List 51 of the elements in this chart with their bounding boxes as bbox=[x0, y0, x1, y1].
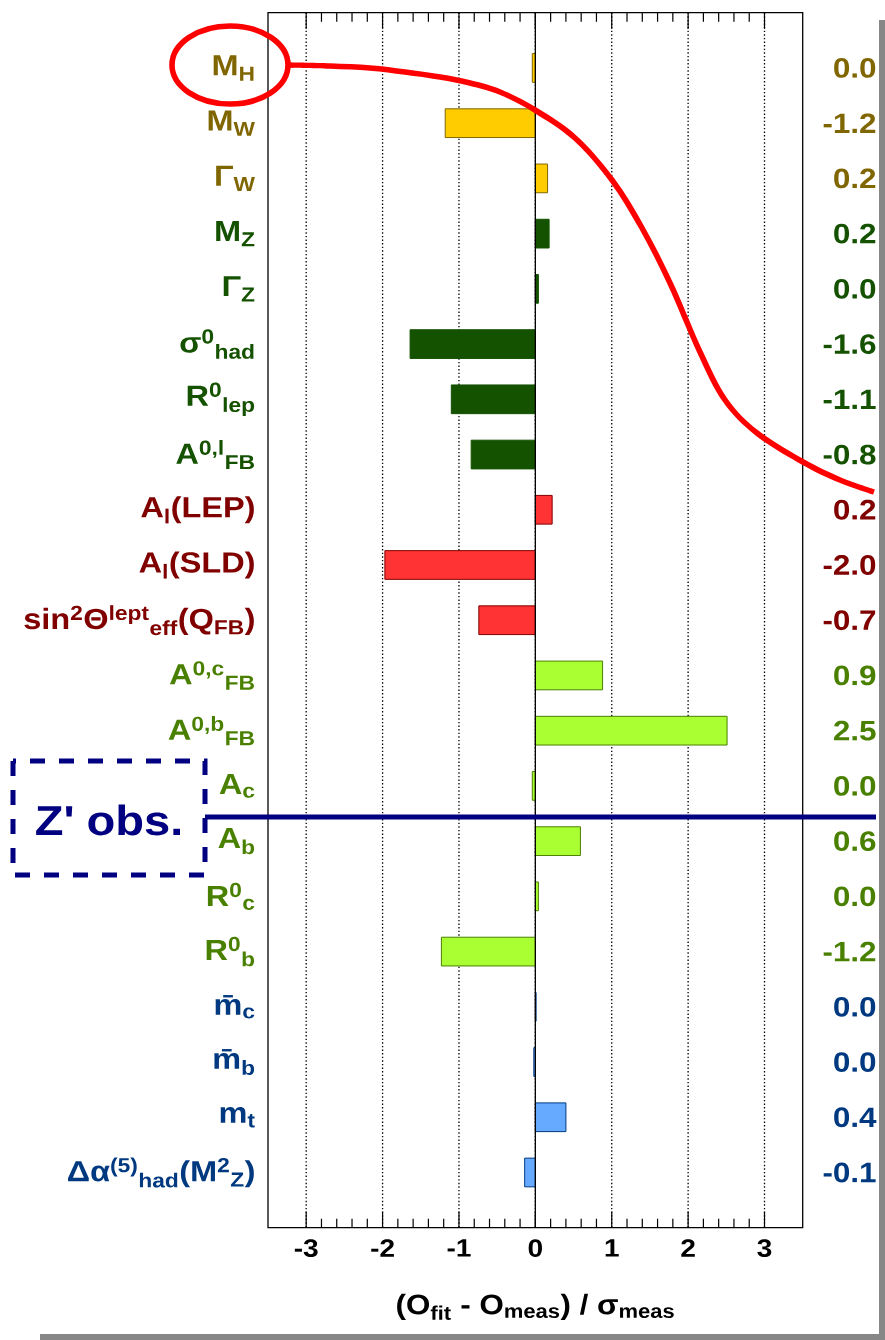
data-label: 0.0 bbox=[834, 775, 876, 796]
y-tick-label: Δα$^{(5)}$$_{had}$(M$^{2}$$_{Z}$) bbox=[68, 1157, 254, 1188]
data-label: -2.0 bbox=[823, 555, 876, 575]
y-tick-label: Γ$_{Z}$ bbox=[223, 276, 255, 302]
data-label: 0.9 bbox=[834, 665, 876, 686]
y-tick-label: m$_{t}$ bbox=[220, 1107, 255, 1128]
y-tick-label: R$^{0}$lep bbox=[187, 382, 255, 417]
data-label: -0.1 bbox=[823, 1162, 876, 1183]
x-tick-label: 1 bbox=[605, 1239, 619, 1257]
data-label: -1.2 bbox=[823, 113, 876, 133]
y-tick-label: sin$^{2}$Θ$^{lept}$$_{eff}$(Q$_{FB}$) bbox=[24, 605, 254, 636]
data-label: 0.2 bbox=[834, 223, 876, 244]
y-tick-label: m̄$_{c}$ bbox=[215, 995, 255, 1019]
y-tick-label: A$_{l}$(SLD) bbox=[139, 551, 254, 579]
y-tick-label: M$_{H}$ bbox=[213, 55, 254, 81]
data-label: 0.0 bbox=[834, 278, 876, 299]
data-label: -1.2 bbox=[823, 941, 876, 962]
data-label: -0.8 bbox=[823, 444, 876, 465]
data-label: -1.1 bbox=[823, 389, 876, 409]
data-label: 0.0 bbox=[834, 886, 876, 907]
data-label: -1.6 bbox=[823, 334, 876, 354]
data-label: 0.0 bbox=[834, 58, 876, 78]
x-tick-label: 0 bbox=[528, 1239, 542, 1257]
x-tick-label: -3 bbox=[294, 1239, 318, 1257]
y-tick-label: A$_{b}$ bbox=[218, 827, 255, 855]
data-label: 0.0 bbox=[834, 996, 876, 1017]
y-tick-label: A$^{0,l}$FB bbox=[176, 439, 254, 470]
y-tick-label: M$_{W}$ bbox=[208, 110, 255, 136]
x-tick-label: -1 bbox=[447, 1239, 471, 1257]
y-tick-label: Γ$_{W}$ bbox=[216, 165, 255, 192]
data-label: 0.6 bbox=[834, 831, 876, 852]
data-label: 2.5 bbox=[834, 720, 876, 741]
y-tick-label: M$_{Z}$ bbox=[216, 220, 255, 247]
y-tick-label: A$^{0,b}$FB bbox=[168, 716, 254, 746]
data-label: 0.2 bbox=[834, 168, 876, 189]
x-tick-label: 3 bbox=[757, 1239, 772, 1257]
x-tick-label: 2 bbox=[681, 1239, 695, 1257]
data-label: -0.7 bbox=[823, 610, 876, 631]
x-axis-title: (O$_{fit}$ - O$_{meas}$) / σ$_{meas}$ bbox=[397, 1293, 674, 1320]
y-tick-label: R$^{0}$b bbox=[206, 936, 255, 967]
y-tick-label: A$^{0,c}$FB bbox=[169, 661, 254, 690]
y-tick-label: R$^{0}$c bbox=[207, 882, 255, 910]
text: Z' obs. bbox=[36, 804, 181, 836]
data-label: 0.0 bbox=[834, 1052, 876, 1072]
y-tick-label: σ$^{0}$had bbox=[180, 329, 254, 359]
data-label: 0.2 bbox=[834, 499, 876, 520]
x-tick-label: -2 bbox=[371, 1239, 394, 1257]
data-label: 0.4 bbox=[834, 1107, 877, 1128]
y-tick-label: A$_{l}$(LEP) bbox=[141, 496, 254, 524]
y-tick-label: m̄$_{b}$ bbox=[214, 1049, 255, 1076]
y-tick-label: A$_{c}$ bbox=[219, 773, 255, 798]
